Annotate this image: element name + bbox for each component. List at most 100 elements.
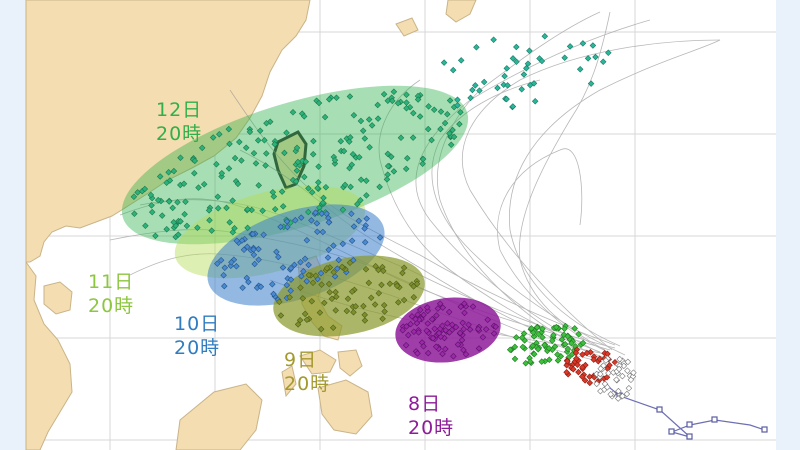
member-point <box>586 379 594 387</box>
member-point <box>332 288 339 296</box>
member-point <box>220 271 227 279</box>
member-point <box>209 134 217 141</box>
member-point <box>312 209 319 216</box>
member-point <box>476 87 483 94</box>
member-point <box>472 82 479 89</box>
member-point <box>563 368 570 376</box>
member-point <box>292 178 300 185</box>
member-point <box>433 312 440 319</box>
member-point <box>163 225 170 233</box>
member-point <box>239 284 246 292</box>
member-point <box>320 194 327 202</box>
member-point <box>271 141 278 148</box>
member-point <box>316 204 323 211</box>
member-point <box>191 169 198 177</box>
member-point <box>315 99 323 107</box>
member-point <box>325 96 333 103</box>
member-point <box>410 109 417 117</box>
member-point <box>226 140 233 148</box>
label-day8: 8日 20時 <box>408 392 454 440</box>
member-point <box>581 377 589 384</box>
member-point <box>365 279 373 287</box>
member-point <box>292 217 299 224</box>
member-point <box>564 357 571 365</box>
member-point <box>259 207 266 214</box>
member-point <box>475 345 483 352</box>
member-point <box>244 224 251 232</box>
member-point <box>561 54 568 61</box>
member-point <box>456 329 464 337</box>
member-point <box>615 387 622 395</box>
member-point <box>314 184 321 192</box>
member-point <box>415 329 422 336</box>
member-point <box>393 282 401 290</box>
member-point <box>315 179 322 186</box>
member-point <box>436 300 444 307</box>
member-point <box>328 295 336 303</box>
member-point <box>346 138 353 145</box>
member-point <box>291 261 298 269</box>
member-point <box>270 290 277 298</box>
member-point <box>225 165 233 172</box>
member-point <box>323 210 330 217</box>
member-point <box>423 327 430 334</box>
member-point <box>384 150 392 158</box>
member-point <box>276 298 283 306</box>
member-point <box>130 193 138 200</box>
member-point <box>550 331 557 339</box>
member-point <box>242 144 250 152</box>
label-day12-day: 12日 <box>156 99 203 121</box>
member-point <box>283 218 291 225</box>
member-point <box>619 392 626 400</box>
member-point <box>363 192 370 199</box>
member-point <box>613 376 620 383</box>
member-point <box>279 203 287 210</box>
member-point <box>384 97 392 104</box>
member-point <box>530 329 537 336</box>
member-point <box>277 312 285 319</box>
member-point <box>360 302 367 310</box>
member-point <box>506 346 514 353</box>
member-point <box>379 315 386 323</box>
label-day11-time: 20時 <box>88 295 135 317</box>
member-point <box>389 97 396 105</box>
member-point <box>223 204 230 212</box>
member-point <box>399 269 406 277</box>
member-point <box>233 263 240 270</box>
member-point <box>412 315 419 323</box>
member-point <box>357 117 365 125</box>
member-point <box>579 40 587 47</box>
member-point <box>298 272 305 280</box>
member-point <box>380 301 388 309</box>
member-point <box>261 137 268 144</box>
member-point <box>308 189 316 196</box>
member-point <box>607 391 614 398</box>
label-day9-time: 20時 <box>284 373 331 395</box>
member-point <box>390 168 398 175</box>
member-point <box>374 115 382 122</box>
member-point <box>305 271 313 279</box>
member-point <box>539 334 546 341</box>
member-point <box>454 341 462 348</box>
member-point <box>513 58 520 66</box>
member-point <box>321 299 328 307</box>
member-point <box>348 210 355 218</box>
member-point <box>570 365 577 373</box>
member-point <box>343 307 351 315</box>
label-day10-day: 10日 <box>174 313 221 335</box>
member-point <box>325 219 333 226</box>
member-point <box>479 334 487 341</box>
member-point <box>376 183 383 191</box>
member-point <box>250 251 258 259</box>
member-point <box>531 350 538 358</box>
member-point <box>531 97 539 105</box>
member-point <box>630 369 637 376</box>
member-point <box>319 228 327 236</box>
member-point <box>269 280 276 288</box>
member-point <box>165 168 172 176</box>
member-point <box>324 254 332 261</box>
member-point <box>627 376 635 384</box>
member-point <box>273 248 280 256</box>
member-point <box>251 260 258 268</box>
